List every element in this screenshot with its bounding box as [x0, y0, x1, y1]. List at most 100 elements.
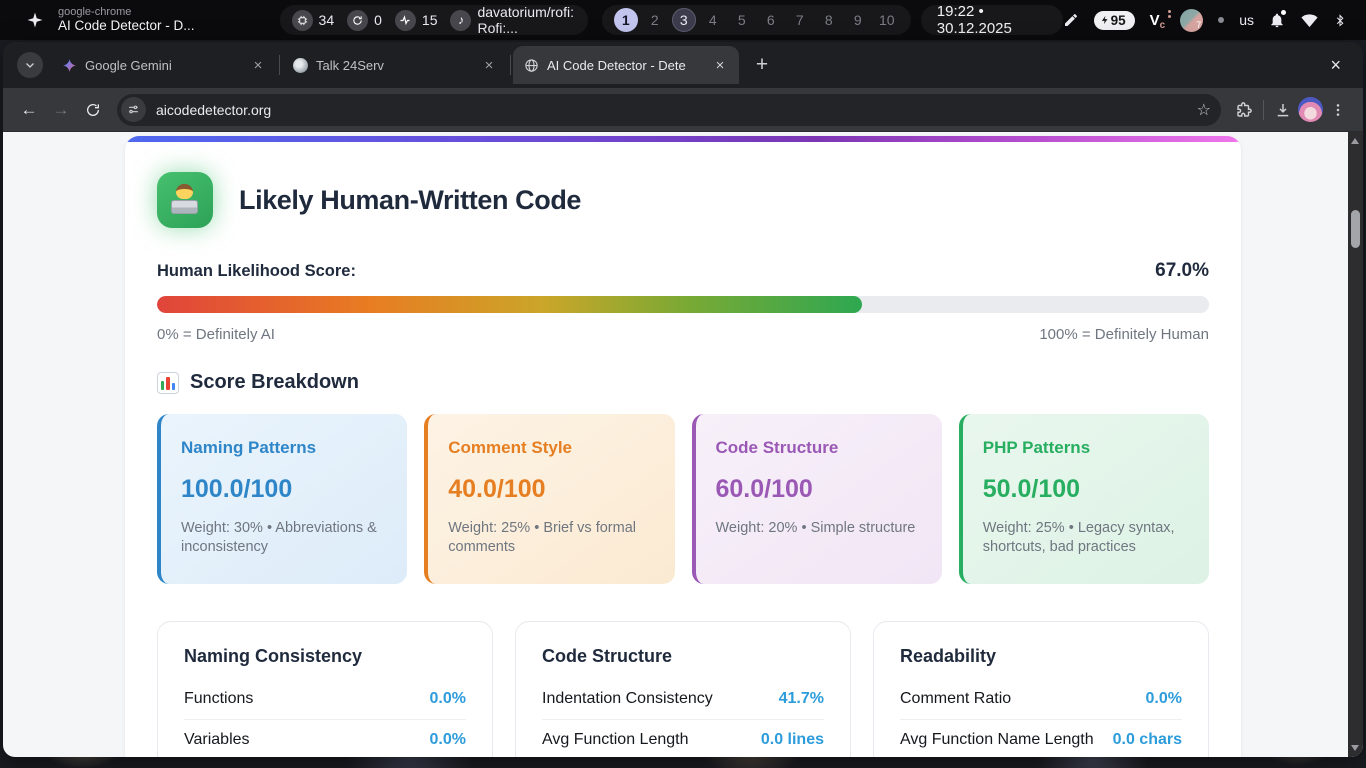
breakdown-card-desc: Weight: 25% • Brief vs formal comments	[448, 519, 654, 557]
tab-close-button[interactable]: ×	[480, 57, 498, 74]
tab-close-button[interactable]: ×	[711, 57, 729, 74]
separator-dot	[1218, 17, 1224, 23]
topbar-right-group: 95 Vc 7 us	[1063, 9, 1346, 32]
workspace-6[interactable]: 6	[759, 8, 783, 32]
metrics-grid: Naming Consistency Functions 0.0% Variab…	[157, 621, 1209, 757]
extensions-button[interactable]	[1229, 95, 1259, 125]
stat-activity[interactable]: 15	[395, 10, 438, 31]
activity-icon	[395, 10, 416, 31]
user-avatar[interactable]: 7	[1180, 9, 1203, 32]
system-stats-group: 34 0 15 ♪ davatorium/rofi: Rofi:...	[280, 5, 588, 35]
scale-max-label: 100% = Definitely Human	[1039, 326, 1209, 343]
pencil-icon[interactable]	[1063, 12, 1079, 28]
metric-value: 0.0 lines	[761, 731, 824, 749]
volume-dots	[1168, 10, 1171, 18]
stat-updates[interactable]: 0	[347, 10, 382, 31]
volume-indicator[interactable]: Vc	[1150, 12, 1166, 29]
breakdown-card-title: Naming Patterns	[181, 438, 387, 458]
breakdown-card-title: PHP Patterns	[983, 438, 1189, 458]
site-settings-icon[interactable]	[121, 97, 146, 122]
tab-separator	[510, 55, 511, 75]
downloads-button[interactable]	[1268, 95, 1298, 125]
tab-search-button[interactable]	[17, 52, 43, 78]
workspace-9[interactable]: 9	[846, 8, 870, 32]
breakdown-card-naming-patterns: Naming Patterns 100.0/100 Weight: 30% • …	[157, 414, 407, 584]
breakdown-card-desc: Weight: 30% • Abbreviations & inconsiste…	[181, 519, 387, 557]
reload-icon	[85, 102, 101, 118]
media-track-label: davatorium/rofi: Rofi:...	[477, 4, 575, 36]
breakdown-card-title: Code Structure	[716, 438, 922, 458]
scrollbar-thumb[interactable]	[1351, 210, 1360, 248]
address-bar[interactable]: aicodedetector.org ☆	[117, 94, 1221, 126]
workspace-5[interactable]: 5	[730, 8, 754, 32]
workspace-1[interactable]: 1	[614, 8, 638, 32]
workspace-2[interactable]: 2	[643, 8, 667, 32]
workspace-switcher: 1 2 3 4 5 6 7 8 9 10	[602, 5, 911, 35]
metric-card-naming-consistency: Naming Consistency Functions 0.0% Variab…	[157, 621, 493, 757]
bar-chart-icon	[157, 372, 179, 394]
battery-indicator[interactable]: 95	[1094, 11, 1135, 30]
bookmark-star-icon[interactable]: ☆	[1197, 100, 1211, 120]
notification-bell[interactable]	[1269, 12, 1285, 29]
breakdown-card-comment-style: Comment Style 40.0/100 Weight: 25% • Bri…	[424, 414, 674, 584]
workspace-8[interactable]: 8	[817, 8, 841, 32]
page-title: Likely Human-Written Code	[239, 185, 581, 216]
volume-letter-sub: c	[1160, 20, 1166, 31]
score-value: 67.0%	[1155, 260, 1209, 282]
metric-card-title: Naming Consistency	[184, 646, 466, 667]
breakdown-card-desc: Weight: 25% • Legacy syntax, shortcuts, …	[983, 519, 1189, 557]
app-class-label: google-chrome	[58, 7, 202, 19]
metric-row: Avg Function Name Length 0.0 chars	[900, 720, 1182, 757]
metric-value: 0.0%	[430, 690, 466, 708]
keyboard-layout-indicator[interactable]: us	[1239, 12, 1254, 28]
reload-button[interactable]	[77, 94, 109, 126]
back-button[interactable]: ←	[13, 94, 45, 126]
workspace-10[interactable]: 10	[875, 8, 899, 32]
clock-widget[interactable]: 19:22 • 30.12.2025	[921, 5, 1063, 35]
new-tab-button[interactable]: +	[749, 53, 775, 77]
scroll-up-arrow[interactable]	[1351, 138, 1359, 144]
launcher-sparkle-icon[interactable]	[26, 11, 44, 29]
metric-card-title: Readability	[900, 646, 1182, 667]
stat-cpu[interactable]: 34	[292, 10, 335, 31]
workspace-4[interactable]: 4	[701, 8, 725, 32]
globe-icon	[523, 57, 539, 73]
breakdown-card-score: 100.0/100	[181, 475, 387, 504]
workspace-7[interactable]: 7	[788, 8, 812, 32]
workspace-3[interactable]: 3	[672, 8, 696, 32]
result-card: Likely Human-Written Code Human Likeliho…	[125, 136, 1241, 757]
tab-talk-24serv[interactable]: Talk 24Serv ×	[282, 48, 508, 82]
toolbar-separator	[1263, 100, 1264, 120]
app-window-label: AI Code Detector - D...	[58, 19, 202, 33]
metric-row: Avg Function Length 0.0 lines	[542, 720, 824, 757]
tab-google-gemini[interactable]: Google Gemini ×	[51, 48, 277, 82]
metric-row: Variables 0.0%	[184, 720, 466, 757]
metric-label: Functions	[184, 690, 253, 708]
forward-button[interactable]: →	[45, 94, 77, 126]
metric-label: Avg Function Length	[542, 731, 688, 749]
menu-button[interactable]	[1323, 95, 1353, 125]
media-player-widget[interactable]: ♪ davatorium/rofi: Rofi:...	[450, 4, 575, 36]
page-scrollbar[interactable]	[1348, 132, 1363, 757]
battery-percent: 95	[1111, 13, 1126, 28]
focused-window-title: google-chrome AI Code Detector - D...	[58, 7, 202, 33]
likelihood-progress-bar	[157, 296, 1209, 313]
metric-value: 0.0%	[430, 731, 466, 749]
volume-letter: V	[1150, 12, 1160, 29]
breakdown-title: Score Breakdown	[190, 371, 359, 394]
result-header: Likely Human-Written Code	[157, 172, 1209, 228]
browser-toolbar: ← → aicodedetector.org ☆	[3, 88, 1363, 132]
tab-close-button[interactable]: ×	[249, 57, 267, 74]
bluetooth-icon[interactable]	[1334, 12, 1346, 29]
url-text[interactable]: aicodedetector.org	[156, 102, 271, 118]
profile-avatar[interactable]	[1298, 97, 1323, 122]
web-page: Likely Human-Written Code Human Likeliho…	[3, 132, 1363, 757]
tab-ai-code-detector[interactable]: AI Code Detector - Dete ×	[513, 46, 739, 84]
notification-dot	[1281, 10, 1286, 15]
window-close-button[interactable]: ×	[1330, 55, 1341, 76]
scroll-down-arrow[interactable]	[1351, 745, 1359, 751]
browser-window: Google Gemini × Talk 24Serv × AI Code De…	[3, 42, 1363, 757]
score-row: Human Likelihood Score: 67.0%	[157, 260, 1209, 282]
wifi-icon[interactable]	[1300, 12, 1319, 28]
tab-separator	[279, 55, 280, 75]
